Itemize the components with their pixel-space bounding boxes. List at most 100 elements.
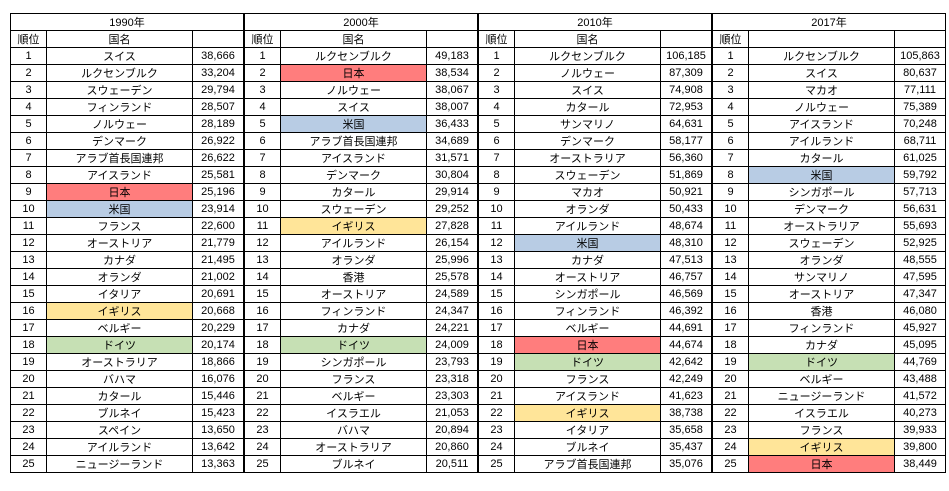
- value-cell: 23,793: [426, 353, 478, 371]
- value-cell: 40,273: [894, 404, 946, 422]
- rank-cell: 25: [478, 455, 515, 473]
- country-cell: アイスランド: [514, 387, 661, 405]
- table-row: 6 デンマーク 58,177: [478, 132, 712, 150]
- country-cell: ニュージーランド: [748, 387, 895, 405]
- rank-cell: 4: [244, 98, 281, 116]
- rank-cell: 19: [244, 353, 281, 371]
- table-row: 9 カタール 29,914: [244, 183, 478, 201]
- table-row: 2 ルクセンブルク 33,204: [10, 64, 244, 82]
- rank-cell: 10: [244, 200, 281, 218]
- table-row: 6 デンマーク 26,922: [10, 132, 244, 150]
- country-cell: ベルギー: [280, 387, 427, 405]
- table-row: 25 日本 38,449: [712, 455, 946, 473]
- country-cell: アラブ首長国連邦: [280, 132, 427, 150]
- rank-cell: 16: [244, 302, 281, 320]
- rank-cell: 17: [478, 319, 515, 337]
- table-row: 4 フィンランド 28,507: [10, 98, 244, 116]
- rank-column-header: 順位: [712, 30, 749, 48]
- rank-cell: 9: [10, 183, 47, 201]
- table-row: 16 フィンランド 46,392: [478, 302, 712, 320]
- value-cell: 20,229: [192, 319, 244, 337]
- country-cell: ブルネイ: [280, 455, 427, 473]
- rank-cell: 19: [712, 353, 749, 371]
- rank-cell: 15: [244, 285, 281, 303]
- country-cell: カタール: [46, 387, 193, 405]
- table-row: 10 米国 23,914: [10, 200, 244, 218]
- table-row: 3 スウェーデン 29,794: [10, 81, 244, 99]
- table-row: 14 オランダ 21,002: [10, 268, 244, 286]
- country-cell: オーストリア: [46, 234, 193, 252]
- country-column-header: 国名: [280, 30, 427, 48]
- table-body: 1 ルクセンブルク 105,863 2 スイス 80,637 3 マカオ 77,111 4 ノルウェ…: [712, 47, 946, 473]
- value-cell: 38,666: [192, 47, 244, 65]
- value-cell: 26,922: [192, 132, 244, 150]
- table-row: 8 スウェーデン 51,869: [478, 166, 712, 184]
- year-header-row: 1990年: [10, 13, 244, 31]
- value-cell: 25,581: [192, 166, 244, 184]
- rank-cell: 4: [712, 98, 749, 116]
- country-cell: オランダ: [514, 200, 661, 218]
- value-cell: 13,650: [192, 421, 244, 439]
- table-row: 17 カナダ 24,221: [244, 319, 478, 337]
- table-row: 12 オーストリア 21,779: [10, 234, 244, 252]
- value-cell: 20,668: [192, 302, 244, 320]
- rank-cell: 20: [244, 370, 281, 388]
- table-row: 3 ノルウェー 38,067: [244, 81, 478, 99]
- value-cell: 13,642: [192, 438, 244, 456]
- value-cell: 72,953: [660, 98, 712, 116]
- rank-cell: 8: [244, 166, 281, 184]
- value-cell: 80,637: [894, 64, 946, 82]
- value-cell: 25,996: [426, 251, 478, 269]
- value-cell: 22,600: [192, 217, 244, 235]
- value-cell: 44,691: [660, 319, 712, 337]
- country-cell: フィンランド: [748, 319, 895, 337]
- value-cell: 46,569: [660, 285, 712, 303]
- value-cell: 13,363: [192, 455, 244, 473]
- rank-cell: 3: [478, 81, 515, 99]
- rank-cell: 16: [712, 302, 749, 320]
- rank-cell: 17: [712, 319, 749, 337]
- table-row: 17 フィンランド 45,927: [712, 319, 946, 337]
- table-row: 21 アイスランド 41,623: [478, 387, 712, 405]
- table-row: 1 ルクセンブルク 105,863: [712, 47, 946, 65]
- rank-cell: 21: [712, 387, 749, 405]
- value-cell: 39,933: [894, 421, 946, 439]
- table-row: 5 ノルウェー 28,189: [10, 115, 244, 133]
- country-cell: オーストリア: [280, 285, 427, 303]
- rank-cell: 3: [712, 81, 749, 99]
- table-row: 15 シンガポール 46,569: [478, 285, 712, 303]
- value-cell: 26,154: [426, 234, 478, 252]
- table-row: 22 ブルネイ 15,423: [10, 404, 244, 422]
- rank-cell: 13: [478, 251, 515, 269]
- rank-cell: 9: [712, 183, 749, 201]
- table-row: 24 ブルネイ 35,437: [478, 438, 712, 456]
- value-cell: 35,437: [660, 438, 712, 456]
- country-cell: ルクセンブルク: [46, 64, 193, 82]
- rank-cell: 22: [478, 404, 515, 422]
- country-cell: デンマーク: [280, 166, 427, 184]
- value-cell: 23,914: [192, 200, 244, 218]
- country-cell: シンガポール: [514, 285, 661, 303]
- value-cell: 29,794: [192, 81, 244, 99]
- rank-cell: 23: [10, 421, 47, 439]
- value-cell: 51,869: [660, 166, 712, 184]
- table-row: 14 オーストリア 46,757: [478, 268, 712, 286]
- value-cell: 48,310: [660, 234, 712, 252]
- country-cell: デンマーク: [46, 132, 193, 150]
- country-cell: 米国: [514, 234, 661, 252]
- table-row: 25 ニュージーランド 13,363: [10, 455, 244, 473]
- value-column-header: [426, 30, 478, 48]
- rank-cell: 9: [244, 183, 281, 201]
- value-cell: 48,555: [894, 251, 946, 269]
- country-cell: オランダ: [748, 251, 895, 269]
- table-row: 22 イスラエル 21,053: [244, 404, 478, 422]
- year-header-row: 2017年: [712, 13, 946, 31]
- country-cell: 日本: [514, 336, 661, 354]
- value-cell: 38,449: [894, 455, 946, 473]
- country-cell: オーストリア: [514, 268, 661, 286]
- value-cell: 35,076: [660, 455, 712, 473]
- rank-cell: 17: [10, 319, 47, 337]
- table-row: 15 オーストリア 24,589: [244, 285, 478, 303]
- country-cell: オランダ: [280, 251, 427, 269]
- table-row: 16 イギリス 20,668: [10, 302, 244, 320]
